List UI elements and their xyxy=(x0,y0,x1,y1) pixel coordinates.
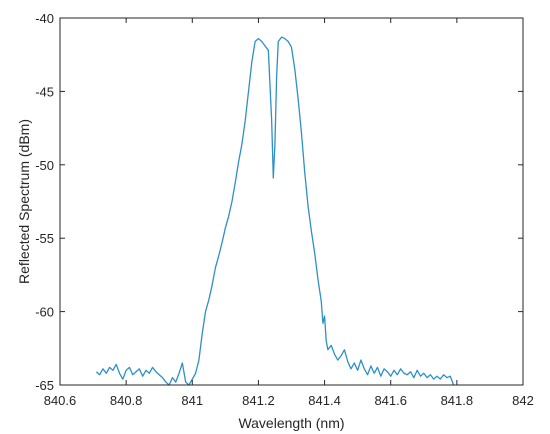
x-tick-label: 840.8 xyxy=(110,393,143,408)
y-axis-label: Reflected Spectrum (dBm) xyxy=(16,119,32,284)
y-tick-label: -45 xyxy=(35,84,54,99)
series-line xyxy=(95,36,455,386)
axes-box xyxy=(59,17,524,386)
x-tick-label: 841.6 xyxy=(374,393,407,408)
x-tick-label: 840.6 xyxy=(44,393,77,408)
y-tick-label: -65 xyxy=(35,378,54,393)
x-tick-label: 842 xyxy=(512,393,534,408)
x-axis-ticks: 840.6 840.8 841 841.2 841.4 841.6 841.8 842 xyxy=(44,18,534,408)
x-tick-label: 841 xyxy=(181,393,203,408)
y-tick-label: -55 xyxy=(35,231,54,246)
y-axis-ticks: -40 -45 -50 -55 -60 -65 xyxy=(35,11,523,393)
x-tick-label: 841.2 xyxy=(242,393,275,408)
y-tick-label: -50 xyxy=(35,158,54,173)
x-tick-label: 841.4 xyxy=(308,393,341,408)
x-tick-label: 841.8 xyxy=(441,393,474,408)
series-layer xyxy=(95,36,455,386)
x-axis-label: Wavelength (nm) xyxy=(238,415,344,431)
y-tick-label: -60 xyxy=(35,305,54,320)
y-tick-label: -40 xyxy=(35,11,54,26)
